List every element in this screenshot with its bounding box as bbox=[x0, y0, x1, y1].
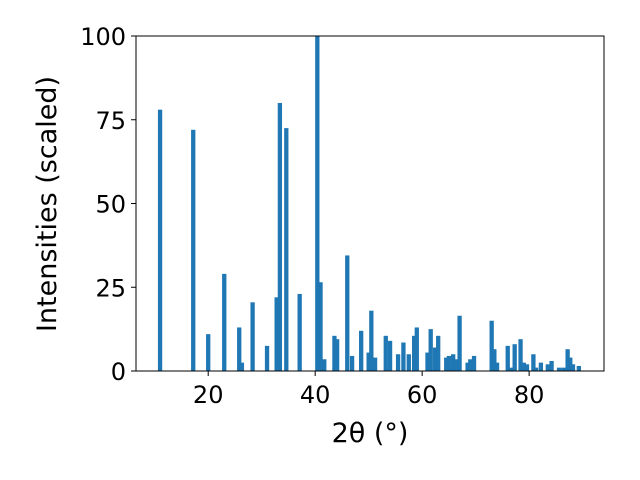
bar bbox=[369, 310, 374, 371]
bar bbox=[349, 355, 355, 371]
x-tick-label: 60 bbox=[407, 381, 438, 409]
bar bbox=[222, 273, 227, 371]
bar bbox=[538, 362, 544, 372]
bar bbox=[570, 364, 576, 371]
bar bbox=[318, 282, 323, 371]
bar bbox=[332, 335, 337, 371]
x-tick-label: 80 bbox=[514, 381, 545, 409]
bar bbox=[545, 364, 550, 371]
bars-layer bbox=[157, 36, 582, 372]
bar bbox=[549, 360, 554, 371]
bar bbox=[250, 302, 255, 371]
bar bbox=[471, 355, 477, 371]
y-axis-label: Intensities (scaled) bbox=[32, 76, 63, 332]
bar bbox=[406, 354, 411, 371]
bar bbox=[494, 362, 500, 372]
bar bbox=[436, 335, 441, 371]
bar bbox=[395, 354, 401, 371]
bar bbox=[508, 367, 514, 371]
bar bbox=[453, 359, 458, 371]
bar bbox=[322, 359, 327, 371]
bar bbox=[345, 255, 350, 371]
bar bbox=[425, 352, 430, 371]
bar bbox=[451, 354, 456, 371]
bar bbox=[465, 362, 470, 372]
bar bbox=[576, 365, 582, 371]
bar bbox=[531, 354, 536, 371]
bar bbox=[157, 109, 163, 371]
bar bbox=[372, 357, 378, 371]
bar bbox=[191, 129, 196, 371]
bar bbox=[277, 103, 283, 371]
y-tick-label: 0 bbox=[111, 358, 126, 386]
bar bbox=[274, 297, 279, 371]
bar bbox=[239, 362, 245, 372]
bar bbox=[446, 355, 452, 371]
x-tick-label: 40 bbox=[300, 381, 331, 409]
bar bbox=[206, 334, 211, 371]
bar bbox=[524, 364, 530, 371]
bar bbox=[387, 340, 393, 371]
y-tick-label: 25 bbox=[95, 274, 126, 302]
bar bbox=[414, 327, 419, 371]
bar bbox=[561, 367, 566, 371]
bar bbox=[492, 349, 497, 371]
bar bbox=[457, 315, 462, 371]
bar bbox=[237, 327, 242, 371]
bar bbox=[315, 36, 320, 371]
bar bbox=[432, 347, 438, 371]
bar bbox=[264, 345, 270, 372]
bar bbox=[297, 293, 302, 371]
bar bbox=[512, 344, 517, 371]
bar bbox=[366, 352, 371, 371]
bar bbox=[359, 330, 364, 371]
bar bbox=[444, 357, 449, 371]
bar bbox=[568, 357, 573, 371]
bar bbox=[334, 339, 340, 371]
y-tick-label: 75 bbox=[95, 107, 126, 135]
bar bbox=[505, 345, 510, 372]
y-tick-label: 50 bbox=[95, 191, 126, 219]
bar bbox=[565, 349, 570, 371]
x-tick-label: 20 bbox=[193, 381, 224, 409]
bar bbox=[556, 367, 562, 371]
bar bbox=[411, 335, 417, 371]
bar bbox=[401, 342, 406, 371]
y-tick-label: 100 bbox=[80, 23, 126, 51]
bar bbox=[428, 329, 433, 372]
bar bbox=[468, 359, 473, 371]
bar bbox=[284, 128, 289, 372]
bar bbox=[521, 362, 526, 372]
x-axis-label: 2θ (°) bbox=[332, 418, 409, 449]
y-axis-ticks: 0 25 50 75 100 bbox=[80, 23, 136, 386]
bar bbox=[518, 339, 523, 371]
bar bbox=[383, 335, 388, 371]
bar bbox=[489, 320, 494, 371]
bar bbox=[533, 367, 539, 371]
x-axis-ticks: 20 40 60 80 bbox=[193, 371, 544, 409]
